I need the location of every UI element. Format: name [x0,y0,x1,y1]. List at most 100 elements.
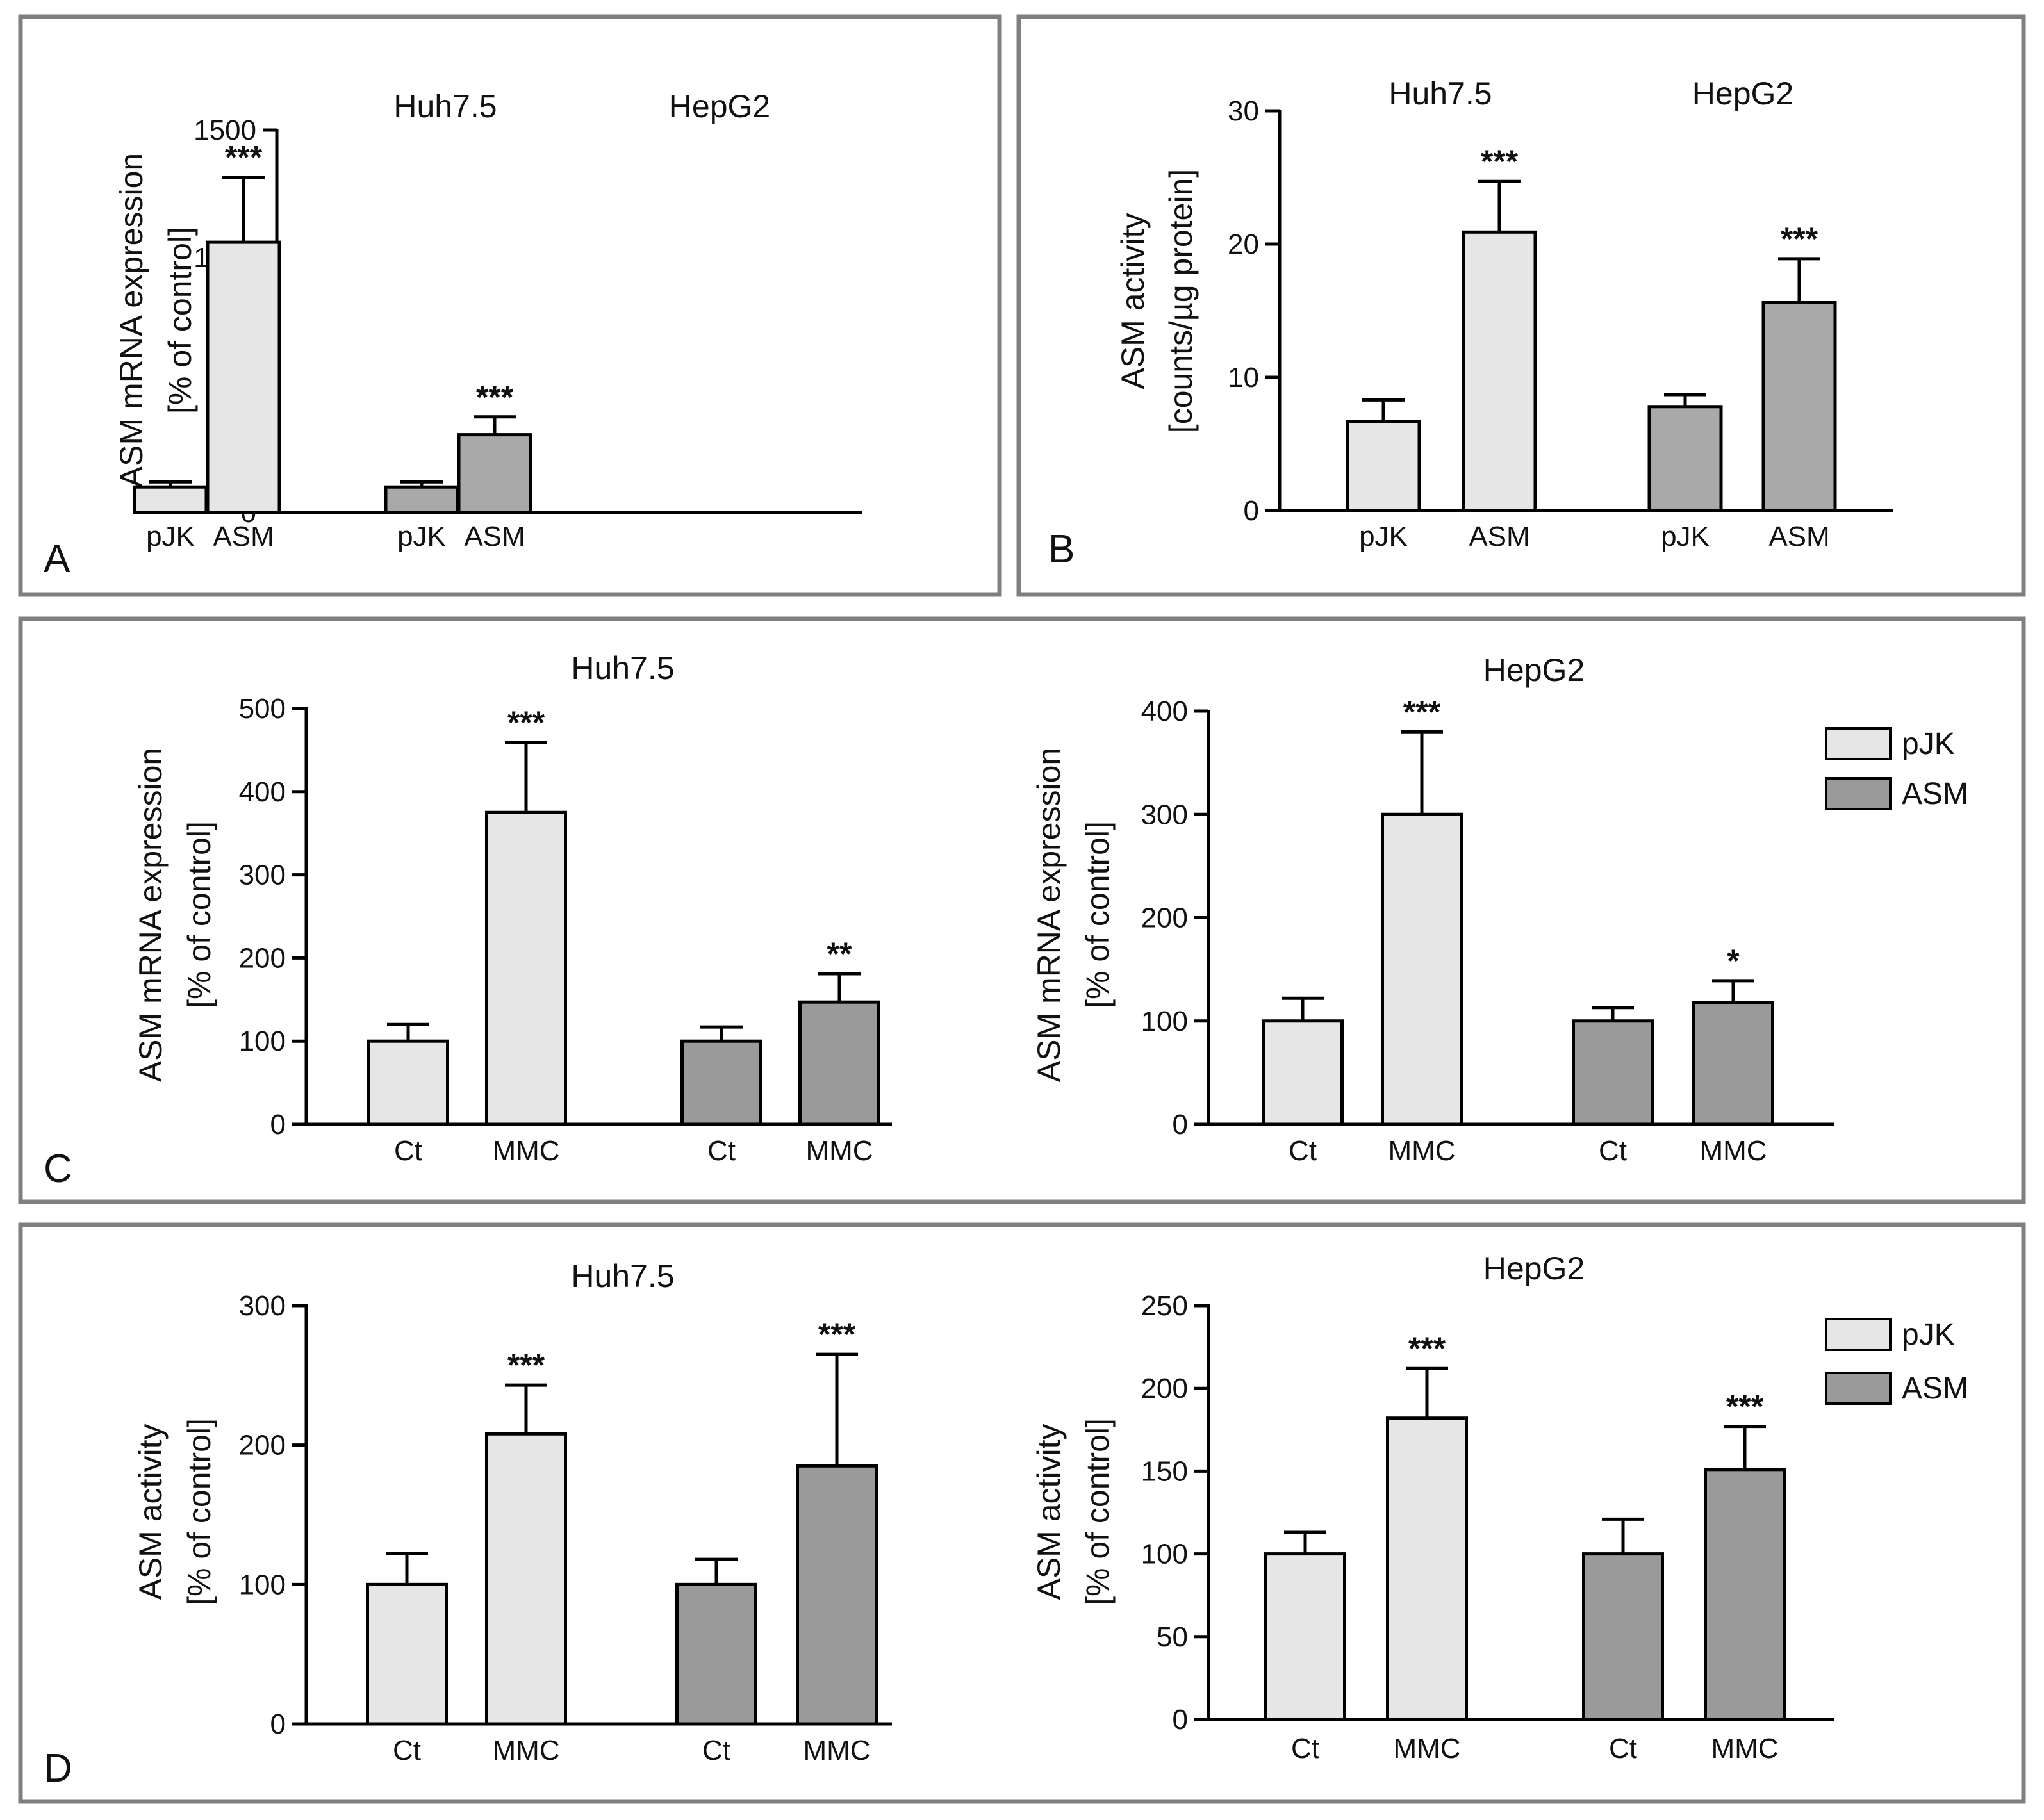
y-tick-label: 0 [1244,495,1259,527]
x-tick-label: pJK [146,521,195,552]
significance-marker: *** [507,1347,545,1383]
bar [1462,230,1537,512]
y-axis-label: [% of control] [162,227,198,414]
panel-label: D [44,1746,72,1791]
chart-title: Huh7.5 [571,1258,674,1294]
legend-label-asm: ASM [1902,1372,1968,1406]
y-tick-label: 200 [1141,1373,1188,1404]
x-tick-label: Ct [393,1735,421,1766]
y-axis-label: [% of control] [181,821,217,1008]
legend-label-pjk: pJK [1902,727,1955,761]
group-title: Huh7.5 [1389,76,1492,111]
y-tick-label: 100 [1141,1006,1188,1037]
y-tick-label: 200 [239,942,286,974]
significance-marker: *** [1481,143,1519,179]
y-tick-label: 250 [1141,1290,1188,1322]
x-tick-label: ASM [464,521,525,552]
bar [366,1582,448,1726]
significance-marker: *** [225,140,263,176]
legend-swatch-pjk [1825,1318,1892,1351]
chart-4: 0 100 200 300 400 ASM mRNA expression [% of co… [1031,652,1834,1167]
y-tick-label: 0 [1173,1704,1188,1735]
x-tick-label: pJK [397,521,446,552]
x-tick-label: MMC [492,1735,559,1766]
y-axis-label: ASM activity [1031,1423,1067,1600]
bar [1386,1416,1468,1721]
bar [796,1464,878,1726]
chart-title: Huh7.5 [571,650,674,686]
y-axis-label: [% of control] [1080,821,1116,1008]
y-tick-label: 400 [1141,696,1188,727]
y-tick-label: 0 [270,1709,286,1740]
significance-marker: *** [507,705,545,741]
x-tick-label: pJK [1661,521,1710,552]
bar [384,485,459,514]
x-tick-label: ASM [1768,521,1829,552]
x-tick-label: Ct [1609,1733,1637,1764]
legend-swatch-asm [1825,777,1892,810]
bar [1704,1468,1786,1721]
significance-marker: ** [827,936,852,972]
bar [457,433,532,514]
chart-5: 0 100 200 300 ASM activity [% of control] Ct MM… [44,1258,892,1791]
y-axis-label: [% of control] [1080,1418,1116,1605]
x-tick-label: MMC [805,1135,873,1167]
chart-1: 050010001500ASM mRNA expression[% of con… [44,88,862,581]
x-tick-label: Ct [702,1735,730,1766]
y-tick-label: 400 [239,776,286,808]
significance-marker: *** [1781,221,1818,257]
x-tick-label: pJK [1359,521,1408,552]
bar [675,1582,757,1726]
bar [1346,420,1421,512]
bar [1647,405,1723,512]
bar [1381,812,1463,1126]
bar [1582,1552,1664,1721]
bar [206,240,281,514]
y-tick-label: 50 [1157,1621,1188,1653]
chart-title: HepG2 [1483,652,1585,688]
panel-label: C [44,1147,72,1191]
frame-panel-d [18,1222,2026,1804]
bar [485,1432,567,1726]
group-title: HepG2 [1692,76,1793,111]
y-tick-label: 100 [239,1569,286,1600]
significance-marker: *** [1726,1389,1764,1425]
bar [1761,301,1837,512]
y-axis-label: ASM mRNA expression [133,748,169,1082]
legend-label-pjk: pJK [1902,1318,1955,1352]
y-tick-label: 100 [239,1026,286,1057]
chart-3: 0 100 200 300 400 500 ASM mRNA expression [% of… [44,650,892,1191]
bar [1572,1019,1654,1126]
chart-2: 0 10 20 30 ASM activity [counts/µg protein] pJ… [1048,76,1893,571]
x-tick-label: MMC [1699,1135,1767,1167]
frame-panel-b [1016,14,2026,597]
y-tick-label: 200 [1141,903,1188,934]
y-tick-label: 1500 [194,115,256,146]
y-tick-label: 200 [239,1430,286,1461]
bar [367,1039,449,1126]
bar [485,810,567,1126]
y-tick-label: 10 [1228,362,1259,393]
bar [1262,1019,1344,1126]
bar [798,1000,880,1126]
x-tick-label: MMC [1711,1733,1778,1764]
panel-label: A [44,537,70,581]
chart-title: HepG2 [1483,1250,1585,1286]
x-tick-label: Ct [1599,1135,1627,1167]
y-tick-label: 300 [1141,799,1188,830]
bar [1692,1001,1774,1126]
x-tick-label: MMC [492,1135,559,1167]
y-axis-label: ASM mRNA expression [113,153,149,488]
y-tick-label: 100 [1141,1539,1188,1570]
x-tick-label: MMC [1388,1135,1455,1167]
significance-marker: *** [476,379,514,415]
frame-panel-a [18,14,1002,597]
significance-marker: *** [818,1316,856,1352]
legend-d: pJK ASM [1825,1318,1968,1406]
x-tick-label: ASM [1469,521,1529,552]
chart-6: 0 50 100 150 200 250 ASM activity [% of control… [1031,1250,1834,1764]
x-tick-label: Ct [1291,1733,1319,1764]
legend-label-asm: ASM [1902,777,1968,811]
significance-marker: *** [1408,1331,1446,1366]
